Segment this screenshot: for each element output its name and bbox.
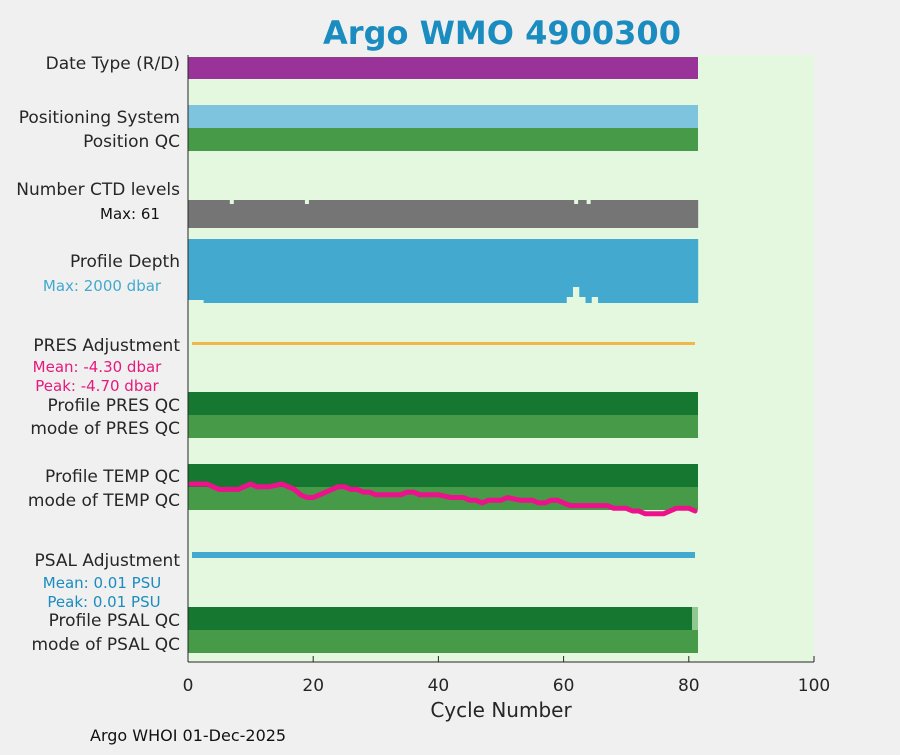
label-mode-temp-qc: mode of TEMP QC [28, 491, 180, 511]
plot-area [188, 55, 814, 662]
label-positioning-system: Positioning System [19, 108, 180, 128]
label-pres-adjustment: PRES Adjustment [33, 336, 180, 356]
label-profile-pres-qc: Profile PRES QC [47, 396, 180, 416]
x-tick-label: 40 [428, 676, 450, 696]
x-axis-label: Cycle Number [430, 698, 572, 722]
pres-peak-note: Peak: -4.70 dbar [35, 377, 159, 395]
mode-pres-qc-band [188, 415, 698, 438]
profile-depth-band [188, 239, 699, 303]
footer-credit: Argo WHOI 01-Dec-2025 [90, 726, 286, 745]
profile-psal-qc-band [188, 607, 692, 630]
pres-mean-note: Mean: -4.30 dbar [33, 358, 163, 376]
label-position-qc: Position QC [83, 132, 180, 152]
label-profile-depth: Profile Depth [70, 252, 180, 272]
row-labels: Date Type (R/D) Positioning System Posit… [16, 54, 180, 655]
x-tick-label: 100 [798, 676, 830, 696]
x-tick-label: 20 [302, 676, 324, 696]
row-notes: Max: 61 Max: 2000 dbar Mean: -4.30 dbar … [33, 205, 163, 611]
label-mode-psal-qc: mode of PSAL QC [31, 635, 180, 655]
depth-max-note: Max: 2000 dbar [43, 277, 162, 295]
positioning-system-band [188, 105, 698, 128]
chart-title: Argo WMO 4900300 [323, 14, 681, 52]
x-tick-label: 0 [183, 676, 194, 696]
label-number-ctd-levels: Number CTD levels [16, 180, 180, 200]
temp-adjustment-line [188, 481, 698, 517]
x-tick-label: 60 [553, 676, 575, 696]
position-qc-band [188, 128, 698, 151]
profile-pres-qc-band [188, 392, 698, 415]
label-mode-pres-qc: mode of PRES QC [30, 419, 180, 439]
pres-adjustment-line [192, 342, 695, 345]
ctd-max-note: Max: 61 [100, 205, 160, 223]
mode-psal-qc-band [188, 630, 698, 653]
data-bands [188, 57, 699, 653]
ctd-levels-band [188, 200, 699, 228]
psal-adjustment-line [192, 552, 695, 558]
date-type-band [188, 57, 698, 79]
label-profile-psal-qc: Profile PSAL QC [49, 611, 180, 631]
profile-psal-qc-last-cycle [692, 607, 698, 630]
profile-temp-qc-band [188, 464, 698, 487]
x-tick-label: 80 [678, 676, 700, 696]
label-date-type: Date Type (R/D) [46, 54, 180, 74]
label-profile-temp-qc: Profile TEMP QC [45, 467, 180, 487]
label-psal-adjustment: PSAL Adjustment [35, 551, 181, 571]
psal-mean-note: Mean: 0.01 PSU [43, 574, 161, 592]
x-axis-ticks: 0 20 40 60 80 100 [183, 656, 830, 696]
psal-peak-note: Peak: 0.01 PSU [47, 593, 160, 611]
